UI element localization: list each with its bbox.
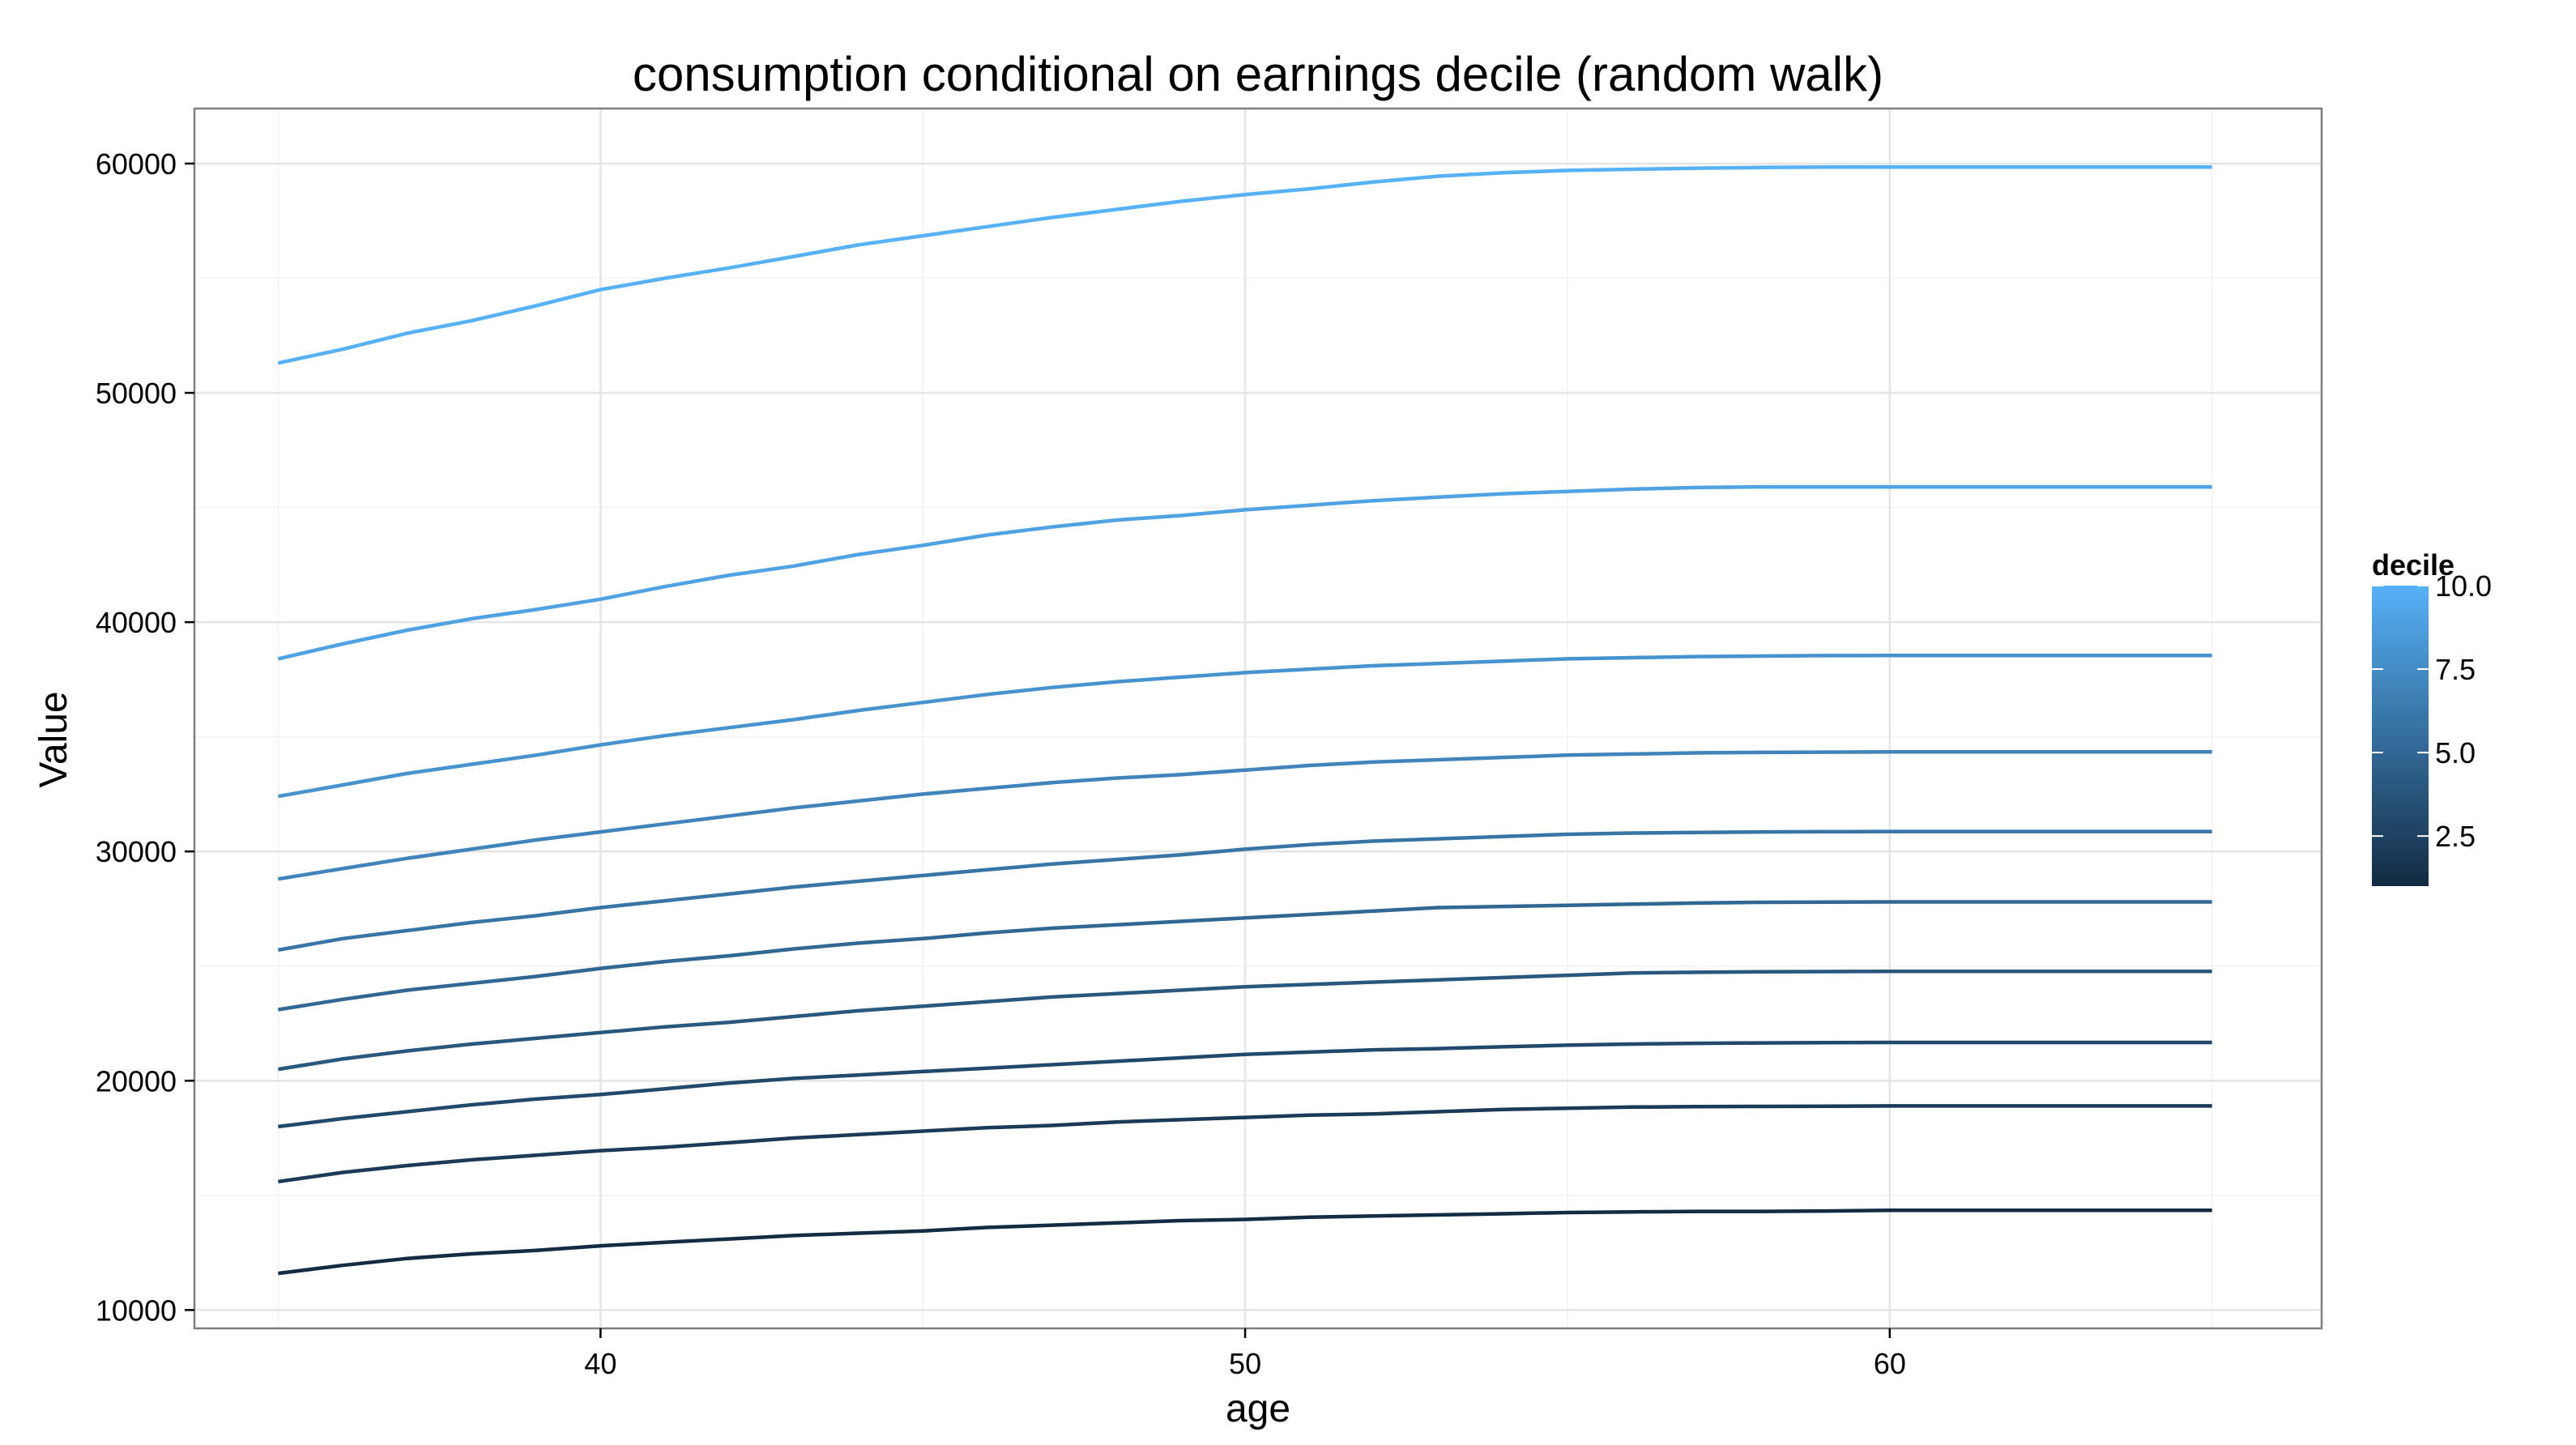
x-tick-label: 60 bbox=[1874, 1347, 1906, 1380]
series-line-decile-2 bbox=[278, 1104, 2212, 1184]
legend-ticks: 2.5 5.0 7.5 10.0 bbox=[2372, 569, 2492, 853]
series-line-decile-9 bbox=[277, 484, 2212, 661]
legend-tick-label: 10.0 bbox=[2435, 569, 2492, 603]
x-axis-label: age bbox=[1226, 1387, 1290, 1430]
legend: decile 2.5 5.0 7.5 10.0 bbox=[2372, 548, 2492, 886]
series-line-decile-5 bbox=[278, 900, 2212, 1012]
series-line-decile-10 bbox=[277, 164, 2212, 365]
legend-tick-label: 2.5 bbox=[2435, 820, 2476, 853]
y-tick-label: 60000 bbox=[96, 147, 177, 181]
series-lines bbox=[277, 164, 2212, 1276]
y-tick-label: 40000 bbox=[96, 606, 177, 639]
y-tick-label: 50000 bbox=[96, 377, 177, 410]
series-line-decile-8 bbox=[278, 653, 2212, 799]
series-line-decile-3 bbox=[278, 1040, 2212, 1129]
x-tick-label: 50 bbox=[1229, 1347, 1261, 1380]
x-axis-ticks: 40 50 60 bbox=[584, 1328, 1906, 1380]
legend-tick-label: 5.0 bbox=[2435, 736, 2476, 769]
grid bbox=[194, 109, 2322, 1328]
legend-title: decile bbox=[2372, 548, 2454, 582]
series-line-decile-7 bbox=[278, 750, 2212, 881]
legend-colorbar bbox=[2372, 586, 2429, 886]
series-line-decile-4 bbox=[278, 969, 2212, 1072]
chart-title: consumption conditional on earnings deci… bbox=[633, 47, 1883, 101]
y-tick-label: 10000 bbox=[96, 1294, 177, 1327]
x-tick-label: 40 bbox=[584, 1347, 616, 1380]
series-line-decile-1 bbox=[278, 1208, 2212, 1276]
y-axis-ticks: 10000 20000 30000 40000 50000 60000 bbox=[96, 147, 194, 1327]
plot-panel-border bbox=[193, 107, 2323, 1330]
y-tick-label: 30000 bbox=[96, 835, 177, 868]
y-tick-label: 20000 bbox=[96, 1064, 177, 1098]
legend-tick-label: 7.5 bbox=[2435, 653, 2476, 686]
y-axis-label: Value bbox=[32, 691, 75, 787]
series-line-decile-6 bbox=[278, 829, 2212, 953]
